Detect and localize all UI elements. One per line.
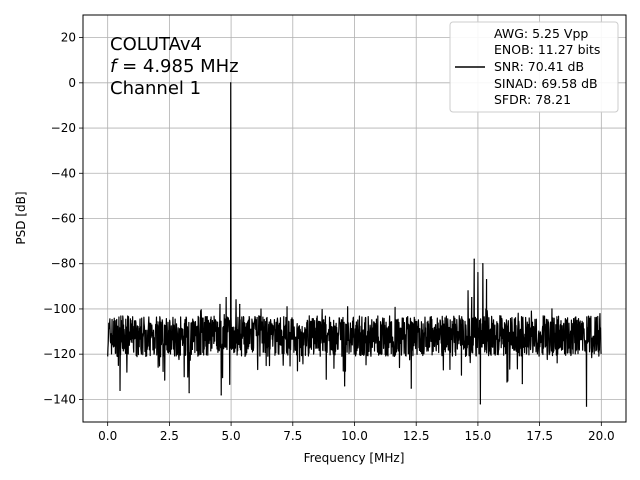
y-tick-label: −80 xyxy=(51,257,76,271)
psd-peak-point xyxy=(235,299,237,301)
y-axis-label: PSD [dB] xyxy=(14,191,28,244)
psd-series-line xyxy=(107,82,602,407)
psd-peak-point xyxy=(225,297,227,299)
annotation-frequency: f = 4.985 MHz xyxy=(110,56,239,77)
psd-peak-point xyxy=(521,382,523,385)
y-tick-label: −100 xyxy=(43,302,76,316)
y-tick-label: 0 xyxy=(68,76,76,90)
y-tick-label: −20 xyxy=(51,121,76,135)
series-layer xyxy=(107,82,602,407)
psd-peak-point xyxy=(479,403,481,405)
legend-entry-sinad: SINAD: 69.58 dB xyxy=(494,76,598,91)
psd-peak-point xyxy=(220,394,222,396)
legend-entry-awg: AWG: 5.25 Vpp xyxy=(494,26,588,41)
psd-peak-point xyxy=(467,290,469,292)
x-axis-label: Frequency [MHz] xyxy=(304,451,405,465)
psd-peak-point xyxy=(344,385,346,387)
x-tick-label: 5.0 xyxy=(222,429,241,443)
x-tick-label: 2.5 xyxy=(160,429,179,443)
psd-peak-point xyxy=(119,389,121,391)
psd-peak-point xyxy=(410,387,412,389)
y-tick-label: 20 xyxy=(61,31,76,45)
legend-box xyxy=(449,21,619,113)
x-tick-label: 20.0 xyxy=(588,429,615,443)
legend: AWG: 5.25 Vpp ENOB: 11.27 bits SNR: 70.4… xyxy=(449,21,619,113)
y-tick-label: −40 xyxy=(51,166,76,180)
legend-entry-snr: SNR: 70.41 dB xyxy=(494,59,584,74)
x-tick-label: 0.0 xyxy=(98,429,117,443)
psd-peak-point xyxy=(477,272,479,274)
legend-entry-sfdr: SFDR: 78.21 xyxy=(494,92,571,107)
annotation-frequency-symbol: f xyxy=(110,56,119,77)
y-tick-label: −120 xyxy=(43,347,76,361)
x-tick-label: 10.0 xyxy=(341,429,368,443)
psd-peak-point xyxy=(219,303,221,306)
psd-peak-point xyxy=(471,297,473,299)
x-tick-label: 7.5 xyxy=(283,429,302,443)
psd-peak-point xyxy=(188,392,190,394)
psd-peak-point xyxy=(482,263,484,265)
x-tick-label: 17.5 xyxy=(526,429,553,443)
psd-peak-point xyxy=(230,82,232,84)
x-axis: 0.0 2.5 5.0 7.5 10.0 12.5 15.0 17.5 20.0 xyxy=(98,422,615,443)
y-axis: −140 −120 −100 −80 −60 −40 −20 0 20 xyxy=(43,31,83,406)
psd-peak-point xyxy=(239,303,241,306)
annotation-chip-name: COLUTAv4 xyxy=(110,34,202,55)
y-tick-label: −60 xyxy=(51,212,76,226)
psd-peak-point xyxy=(485,278,488,281)
x-tick-label: 15.0 xyxy=(465,429,492,443)
legend-entry-enob: ENOB: 11.27 bits xyxy=(494,42,600,57)
psd-peak-point xyxy=(473,258,475,260)
psd-peak-point xyxy=(585,405,588,407)
annotation-channel: Channel 1 xyxy=(110,78,201,99)
y-tick-label: −140 xyxy=(43,392,76,406)
annotation-block: COLUTAv4 f = 4.985 MHz Channel 1 xyxy=(110,34,239,99)
annotation-frequency-value: = 4.985 MHz xyxy=(116,56,238,77)
x-tick-label: 12.5 xyxy=(403,429,430,443)
